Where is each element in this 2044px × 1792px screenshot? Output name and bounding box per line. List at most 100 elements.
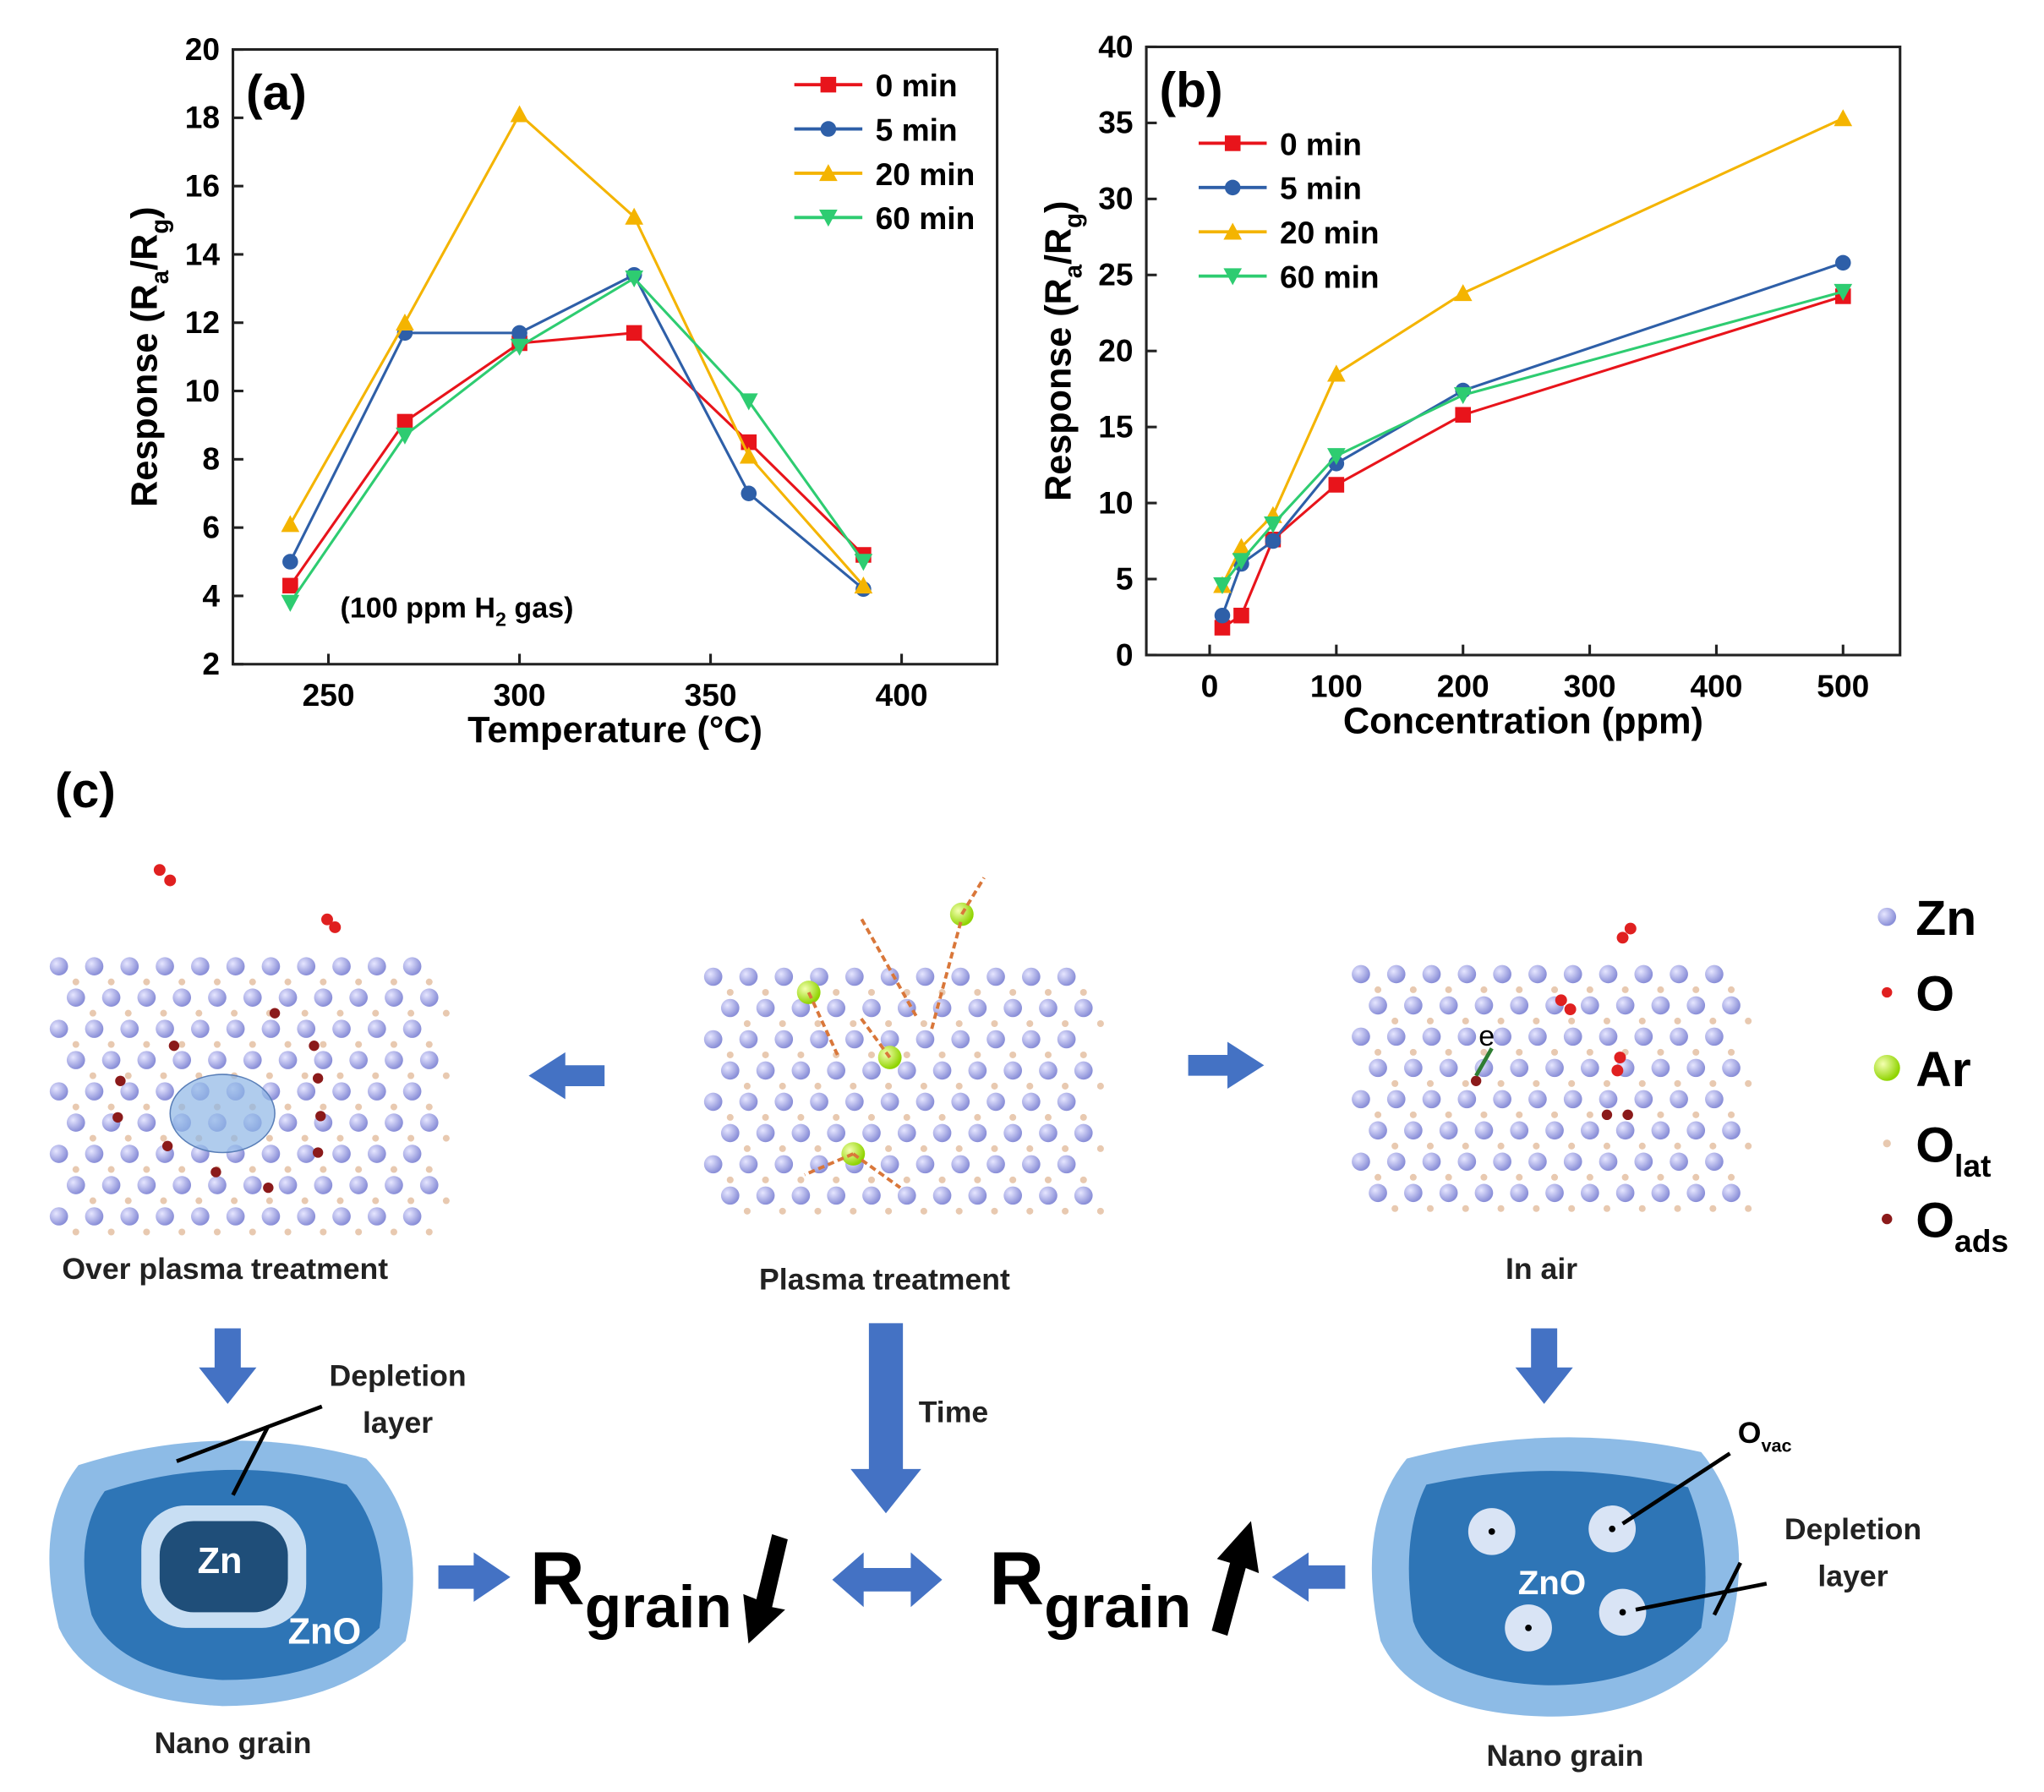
o-lat-atom: [320, 1166, 327, 1173]
zn-atom: [402, 1019, 422, 1038]
o-lat-atom: [1409, 1048, 1417, 1056]
zn-atom: [932, 1061, 952, 1080]
x-tick-label: 350: [685, 677, 737, 713]
o-lat-atom: [1727, 1173, 1735, 1181]
o-lat-atom: [1674, 1205, 1681, 1212]
annotation: (100 ppm H2 gas): [340, 592, 573, 630]
zn-atom: [1057, 1092, 1076, 1112]
o-lat-atom: [1426, 1079, 1435, 1087]
o-lat-atom: [143, 1041, 150, 1048]
o-lat-atom: [1621, 1173, 1629, 1181]
zn-atom: [1563, 964, 1582, 984]
caption: Plasma treatment: [759, 1262, 1010, 1296]
zn-atom: [1686, 1058, 1706, 1078]
zn-atom: [791, 1123, 811, 1143]
zn-atom: [1705, 964, 1724, 984]
y-tick-label: 40: [1098, 29, 1133, 64]
zn-atom: [986, 1030, 1005, 1049]
text-part: ): [1038, 201, 1079, 213]
subscript: grain: [585, 1574, 732, 1641]
zn-atom: [703, 1092, 723, 1112]
zn-atom: [1057, 1155, 1076, 1174]
zn-atom: [1039, 1061, 1058, 1080]
o-lat-atom: [903, 1176, 910, 1183]
zn-atom: [297, 957, 316, 975]
subscript: ads: [1954, 1223, 2008, 1259]
o-lat-atom: [1462, 1205, 1469, 1212]
zn-atom: [1634, 964, 1653, 984]
o-lat-atom: [1026, 1207, 1034, 1215]
zn-atom: [243, 1051, 262, 1069]
legend-icon: [1883, 1139, 1891, 1148]
zn-atom: [810, 1155, 828, 1174]
o-lat-atom: [320, 1041, 327, 1048]
marker: [396, 413, 413, 430]
y-tick-label: 14: [185, 236, 221, 271]
zn-atom: [137, 988, 156, 1007]
o-lat-atom: [1044, 989, 1052, 997]
zn-atom: [1510, 996, 1529, 1015]
zn-atom: [1039, 998, 1058, 1018]
o-lat-atom: [143, 978, 150, 986]
zn-atom: [1003, 1061, 1022, 1080]
legend-label: 60 min: [876, 200, 976, 236]
o-atom: [329, 921, 342, 933]
zn-atom: [208, 988, 227, 1007]
x-tick-label: 100: [1310, 668, 1363, 703]
marker: [1264, 516, 1282, 534]
zn-atom: [85, 1145, 104, 1163]
zn-atom: [66, 1051, 85, 1069]
o-lat-atom: [1621, 986, 1629, 993]
o-lat-atom: [1026, 1019, 1034, 1027]
o-lat-atom: [107, 1103, 115, 1111]
zn-atom: [703, 1030, 723, 1049]
legend-icon: [1873, 1054, 1900, 1081]
zn-atom: [1722, 996, 1741, 1015]
zn-atom: [226, 957, 245, 975]
zn-atom: [402, 1082, 422, 1101]
zn-atom: [278, 1113, 298, 1132]
o-lat-atom: [1603, 1079, 1610, 1087]
zn-atom: [66, 1113, 85, 1132]
o-lat-atom: [991, 1082, 998, 1090]
grain-label: ZnO: [1518, 1564, 1586, 1602]
text-part: Zn: [1916, 891, 1976, 946]
arrow: [528, 1052, 605, 1100]
o-lat-atom: [991, 1145, 998, 1152]
arrow: [850, 1323, 921, 1514]
legend-label: 5 min: [876, 112, 958, 147]
o-lat-atom: [779, 1207, 786, 1215]
zn-atom: [332, 1019, 351, 1038]
o-atom: [1611, 1064, 1624, 1077]
o-lat-atom: [372, 1009, 380, 1017]
o-lat-atom: [1586, 986, 1593, 993]
o-lat-atom: [726, 989, 734, 997]
zn-atom: [897, 1186, 916, 1205]
o-lat-atom: [1044, 1176, 1052, 1183]
o-lat-atom: [1426, 1142, 1435, 1150]
text-part: O: [1738, 1416, 1762, 1450]
o-lat-atom: [284, 1041, 292, 1048]
electron-label: e: [1478, 1020, 1495, 1052]
zn-atom: [756, 1186, 775, 1205]
marker: [1223, 222, 1243, 240]
text-part: ): [125, 206, 166, 218]
o-lat-atom: [425, 1166, 433, 1173]
o-lat-atom: [814, 1207, 822, 1215]
zn-atom: [1039, 1186, 1058, 1205]
y-tick-label: 20: [185, 31, 220, 67]
zn-atom: [120, 1145, 139, 1163]
legend-label: O: [1916, 967, 1954, 1022]
zn-atom: [880, 1092, 899, 1112]
zn-atom: [791, 1061, 811, 1080]
o-lat-atom: [407, 1197, 415, 1205]
zn-atom: [120, 957, 139, 975]
zn-atom: [897, 1123, 916, 1143]
o-lat-atom: [867, 1113, 876, 1121]
zn-atom: [367, 1207, 386, 1226]
legend-label: Zn: [1916, 891, 1976, 946]
grain-core: [159, 1521, 288, 1613]
o-lat-atom: [762, 1176, 769, 1183]
o-lat-atom: [1409, 1111, 1417, 1118]
zn-atom: [1369, 1121, 1387, 1140]
